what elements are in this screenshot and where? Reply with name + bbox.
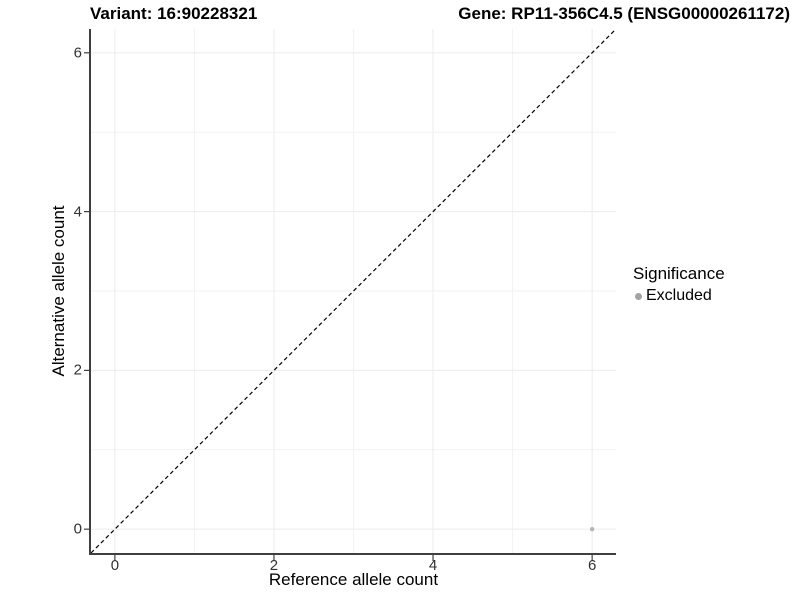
y-tick-label-2: 2 xyxy=(73,361,82,379)
plot-panel xyxy=(84,28,617,561)
titles-row: Variant: 16:90228321 Gene: RP11-356C4.5 … xyxy=(90,4,790,24)
y-tick-label-6: 6 xyxy=(73,44,82,62)
x-tick-label-0: 0 xyxy=(110,557,120,574)
x-tick-label-4: 4 xyxy=(428,557,438,574)
legend: Significance Excluded xyxy=(633,264,725,305)
legend-item-excluded: Excluded xyxy=(633,287,725,305)
y-axis-title: Alternative allele count xyxy=(49,205,68,377)
legend-title: Significance xyxy=(633,264,725,283)
data-point-6-0 xyxy=(589,526,595,532)
x-tick-label-2: 2 xyxy=(269,557,279,574)
y-tick-label-0: 0 xyxy=(73,520,82,538)
variant-title: Variant: 16:90228321 xyxy=(90,4,258,23)
x-tick-label-6: 6 xyxy=(587,557,597,574)
identity-dashed-line xyxy=(90,28,617,554)
legend-key-dot-icon xyxy=(635,292,642,300)
legend-item-label: Excluded xyxy=(646,287,712,304)
x-axis-title: Reference allele count xyxy=(268,570,439,589)
gene-title: Gene: RP11-356C4.5 (ENSG00000261172) xyxy=(458,4,790,23)
y-tick-label-4: 4 xyxy=(73,203,82,221)
